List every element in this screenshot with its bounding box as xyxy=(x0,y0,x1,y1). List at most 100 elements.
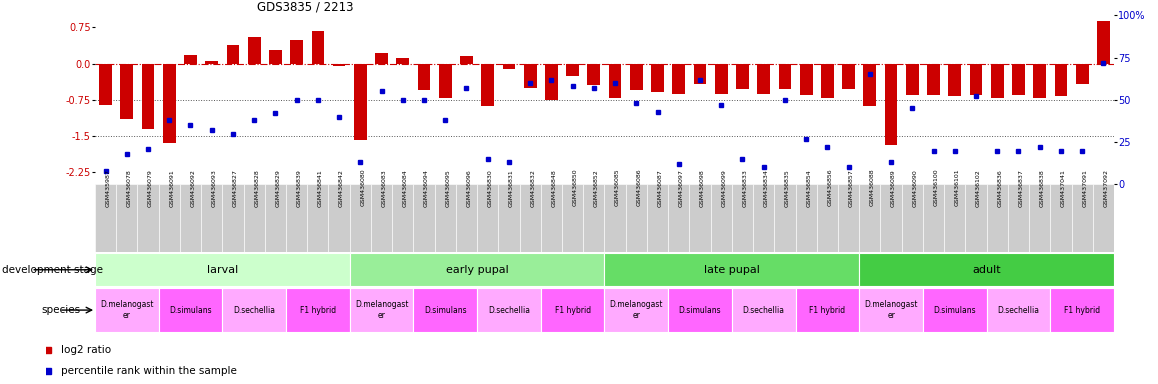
Bar xyxy=(587,64,600,85)
Bar xyxy=(714,64,727,94)
Bar xyxy=(332,64,345,66)
Text: GSM436079: GSM436079 xyxy=(148,169,153,207)
Text: F1 hybrid: F1 hybrid xyxy=(809,306,845,314)
Text: GSM436856: GSM436856 xyxy=(827,169,833,207)
Bar xyxy=(477,184,498,252)
Text: species: species xyxy=(42,305,81,315)
Bar xyxy=(966,184,987,252)
Text: D.melanogast
er: D.melanogast er xyxy=(100,300,154,320)
Text: GSM436857: GSM436857 xyxy=(849,169,853,207)
Bar xyxy=(1007,184,1029,252)
Text: D.sechellia: D.sechellia xyxy=(742,306,785,314)
Bar xyxy=(1071,184,1093,252)
Text: GSM436089: GSM436089 xyxy=(891,169,896,207)
Bar xyxy=(1055,64,1068,96)
Text: GSM435987: GSM435987 xyxy=(105,169,110,207)
Bar xyxy=(859,184,880,252)
Text: GSM436833: GSM436833 xyxy=(742,169,747,207)
Text: GSM436078: GSM436078 xyxy=(126,169,132,207)
Bar xyxy=(668,184,689,252)
Bar xyxy=(1097,21,1109,64)
Text: GSM436100: GSM436100 xyxy=(933,169,938,207)
Bar xyxy=(354,64,367,140)
Bar xyxy=(120,64,133,119)
Text: GSM436842: GSM436842 xyxy=(339,169,344,207)
Bar xyxy=(286,288,350,332)
Bar xyxy=(396,58,409,64)
Bar xyxy=(95,288,159,332)
Text: GSM436093: GSM436093 xyxy=(212,169,217,207)
Text: F1 hybrid: F1 hybrid xyxy=(555,306,591,314)
Bar xyxy=(902,184,923,252)
Text: D.melanogast
er: D.melanogast er xyxy=(609,300,664,320)
Bar xyxy=(1050,184,1071,252)
Bar xyxy=(227,45,240,64)
Bar xyxy=(205,61,218,64)
Bar xyxy=(393,184,413,252)
Text: GSM436083: GSM436083 xyxy=(381,169,387,207)
Text: GSM437091: GSM437091 xyxy=(1082,169,1087,207)
Bar xyxy=(584,184,604,252)
Bar xyxy=(838,184,859,252)
Bar xyxy=(456,184,477,252)
Bar xyxy=(541,288,604,332)
Bar xyxy=(604,253,859,286)
Bar xyxy=(95,184,116,252)
Bar xyxy=(736,64,749,89)
Bar xyxy=(948,64,961,96)
Bar xyxy=(630,64,643,90)
Bar xyxy=(116,184,138,252)
Bar xyxy=(371,184,393,252)
Text: GSM436828: GSM436828 xyxy=(254,169,259,207)
Text: GSM436092: GSM436092 xyxy=(190,169,196,207)
Text: GSM436852: GSM436852 xyxy=(594,169,599,207)
Bar xyxy=(541,184,562,252)
Text: GSM436098: GSM436098 xyxy=(699,169,705,207)
Text: GSM436829: GSM436829 xyxy=(276,169,280,207)
Bar xyxy=(775,184,796,252)
Bar xyxy=(141,64,154,129)
Bar xyxy=(923,184,944,252)
Text: percentile rank within the sample: percentile rank within the sample xyxy=(60,366,236,376)
Bar xyxy=(906,64,918,95)
Bar xyxy=(375,53,388,64)
Bar xyxy=(1050,288,1114,332)
Text: D.simulans: D.simulans xyxy=(679,306,721,314)
Bar xyxy=(864,64,877,106)
Bar xyxy=(184,55,197,64)
Bar xyxy=(928,64,940,95)
Bar xyxy=(477,288,541,332)
Bar xyxy=(1033,64,1046,98)
Bar xyxy=(821,64,834,98)
Bar xyxy=(163,64,176,143)
Text: D.sechellia: D.sechellia xyxy=(233,306,276,314)
Bar xyxy=(566,64,579,76)
Bar xyxy=(482,64,494,106)
Text: GSM436841: GSM436841 xyxy=(317,169,323,207)
Text: GSM436831: GSM436831 xyxy=(508,169,514,207)
Bar xyxy=(987,184,1007,252)
Bar xyxy=(778,64,791,89)
Bar xyxy=(523,64,536,88)
Bar xyxy=(651,64,664,92)
Bar xyxy=(159,288,222,332)
Bar xyxy=(329,184,350,252)
Bar xyxy=(100,64,112,105)
Bar xyxy=(350,288,413,332)
Text: development stage: development stage xyxy=(2,265,103,275)
Text: GSM436838: GSM436838 xyxy=(1040,169,1045,207)
Bar xyxy=(159,184,179,252)
Text: GSM436848: GSM436848 xyxy=(551,169,556,207)
Text: log2 ratio: log2 ratio xyxy=(60,345,111,356)
Text: GSM436091: GSM436091 xyxy=(169,169,174,207)
Bar xyxy=(796,184,816,252)
Bar xyxy=(987,288,1050,332)
Text: GSM436834: GSM436834 xyxy=(763,169,769,207)
Bar xyxy=(179,184,201,252)
Bar xyxy=(291,40,303,64)
Bar xyxy=(647,184,668,252)
Bar xyxy=(732,288,796,332)
Bar xyxy=(842,64,855,89)
Text: GSM436854: GSM436854 xyxy=(806,169,811,207)
Bar xyxy=(711,184,732,252)
